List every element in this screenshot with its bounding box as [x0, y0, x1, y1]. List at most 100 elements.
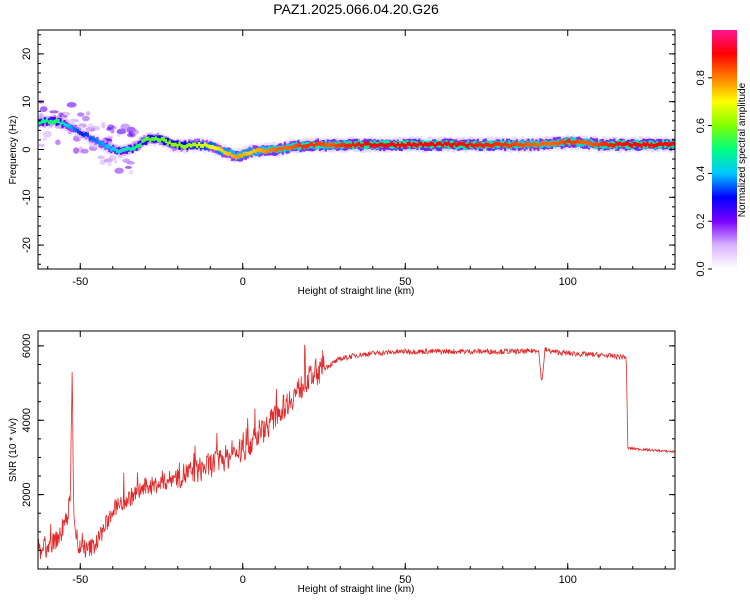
spectrogram-ridge — [38, 99, 675, 175]
spectrogram-cell — [562, 140, 565, 145]
spectrogram-cell — [59, 118, 62, 126]
spectrogram-cell — [424, 142, 427, 147]
snr-x-tick-label: 100 — [559, 574, 577, 586]
spectrogram-cell — [186, 143, 189, 148]
spectrogram-cell — [328, 142, 331, 147]
snr-series-line — [38, 344, 675, 560]
spectrogram-cell — [480, 143, 483, 148]
spectrogram-cell — [168, 140, 171, 145]
spectrogram-cell — [652, 143, 655, 148]
snr-y-tick-label: 2000 — [21, 482, 33, 506]
spectrogram-cell — [139, 143, 142, 148]
spectrogram-cell — [217, 146, 220, 151]
spectrogram-cell — [552, 140, 555, 145]
spectrogram-x-axis-title: Height of straight line (km) — [298, 286, 415, 297]
spectrogram-cell — [114, 147, 117, 152]
spectrogram-cell — [383, 143, 386, 148]
spectrogram-cell — [506, 143, 509, 148]
spectrogram-cell — [548, 142, 552, 147]
spectrogram-cell — [568, 139, 571, 144]
spectrogram-cell — [389, 142, 392, 147]
spectrogram-cell — [646, 141, 649, 146]
colorbar-ticks: 0.0 0.2 0.4 0.6 0.8 — [695, 70, 712, 277]
spectrogram-y-axis-title: Frequency (Hz) — [8, 116, 19, 185]
spectrogram-cell — [361, 143, 364, 148]
spectrogram-cell — [41, 119, 45, 124]
spectrogram-cell — [318, 141, 321, 146]
spectrogram-cell — [73, 127, 76, 132]
spectrogram-cell — [199, 143, 203, 148]
spectrogram-speckle — [113, 159, 118, 164]
spectrogram-cell — [429, 142, 433, 147]
spectrogram-cell — [332, 142, 335, 147]
spectrogram-cell — [262, 149, 265, 154]
spectrogram-cell — [326, 143, 329, 148]
spectrogram-cell — [125, 146, 128, 151]
spectrogram-cell — [498, 141, 501, 146]
spectrogram-cell — [116, 148, 119, 153]
spectrogram-speckle — [120, 123, 131, 130]
spectrogram-cell — [582, 140, 585, 145]
spectrogram-cell — [589, 141, 593, 146]
colorbar-tick-label: 0.8 — [695, 70, 707, 85]
spectrogram-cell — [127, 146, 130, 151]
spectrogram-cell — [190, 143, 193, 148]
spectrogram-cell — [365, 142, 368, 150]
spectrogram-cell — [414, 142, 417, 147]
spectrogram-cell — [342, 142, 345, 147]
spectrogram-cell — [238, 153, 242, 158]
spectrogram-cell — [490, 144, 493, 149]
spectrogram-cell — [533, 141, 536, 146]
spectrogram-cell — [457, 142, 460, 147]
spectrogram-cell — [556, 142, 559, 147]
spectrogram-cell — [291, 145, 294, 150]
spectrogram-cell — [355, 142, 359, 147]
spectrogram-cell — [474, 142, 477, 147]
spectrogram-cell — [153, 137, 156, 142]
snr-frame — [37, 330, 676, 570]
spectrogram-cell — [184, 144, 187, 149]
spectrogram-cell — [39, 120, 43, 125]
spectrogram-cell — [156, 137, 160, 142]
spectrogram-y-tick-label: -20 — [21, 237, 33, 253]
spectrogram-cell — [233, 154, 236, 159]
spectrogram-cell — [654, 143, 657, 148]
spectrogram-cell — [525, 141, 528, 146]
spectrogram-cell — [496, 141, 499, 146]
spectrogram-cell — [408, 142, 411, 147]
spectrogram-cell — [164, 138, 167, 143]
spectrogram-cell — [71, 124, 74, 129]
spectrogram-cell — [351, 142, 355, 147]
spectrogram-cell — [65, 123, 68, 128]
spectrogram-cell — [511, 142, 515, 147]
spectrogram-cell — [184, 140, 187, 148]
colorbar-tick-label: 0.2 — [695, 214, 707, 229]
spectrogram-cell — [137, 144, 140, 149]
spectrogram-cell — [470, 143, 474, 148]
spectrogram-cell — [383, 139, 386, 147]
spectrogram-cell — [158, 138, 162, 143]
spectrogram-cell — [545, 142, 548, 147]
spectrogram-cell — [108, 144, 111, 149]
spectrogram-cell — [43, 119, 47, 124]
spectrogram-cell — [537, 143, 540, 148]
spectrogram-cell — [203, 142, 206, 150]
spectrogram-cell — [478, 142, 481, 147]
spectrogram-cell — [314, 141, 318, 146]
spectrogram-cell — [61, 121, 64, 129]
spectrogram-cell — [484, 142, 487, 147]
spectrogram-cell — [394, 144, 398, 149]
spectrogram-cell — [258, 148, 261, 153]
spectrogram-cell — [463, 142, 466, 147]
spectrogram-cell — [55, 118, 58, 123]
spectrogram-cell — [504, 141, 507, 146]
spectrogram-speckle — [128, 169, 134, 175]
spectrogram-cell — [443, 141, 446, 146]
spectrogram-cell — [305, 144, 308, 149]
spectrogram-cell — [377, 143, 380, 148]
spectrogram-cell — [636, 142, 639, 147]
spectrogram-cell — [357, 141, 360, 146]
spectrogram-cell — [166, 137, 169, 145]
spectrogram-cell — [554, 141, 557, 146]
